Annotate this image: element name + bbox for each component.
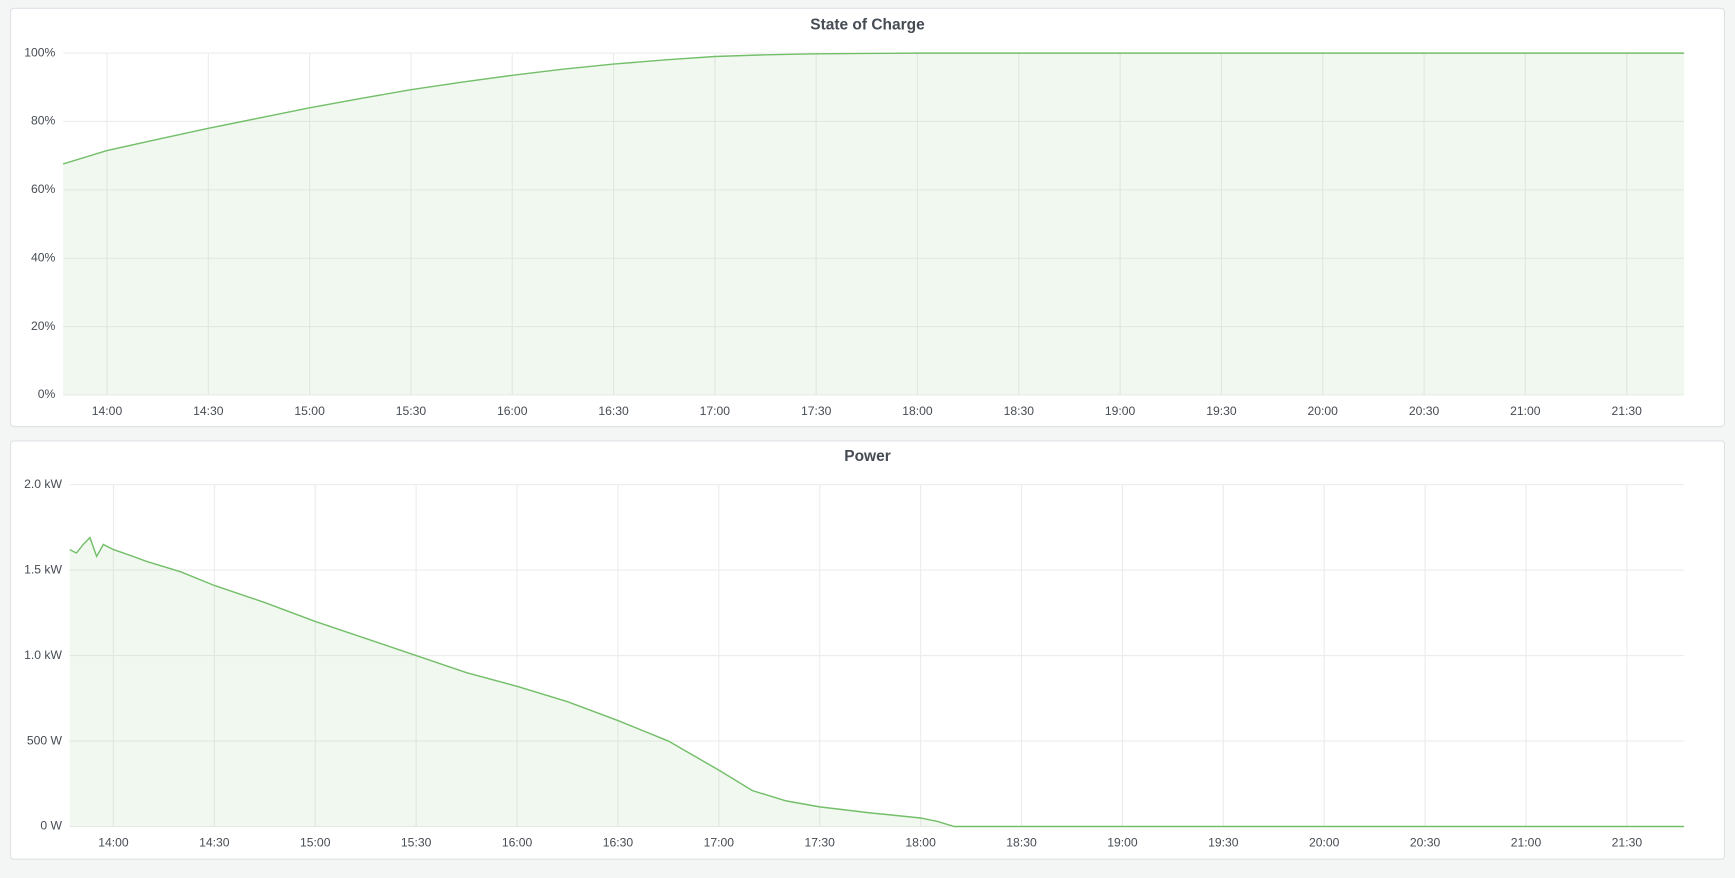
x-tick-label: 17:00 <box>700 404 731 418</box>
y-tick-label: 1.0 kW <box>24 648 62 662</box>
area <box>69 537 1685 827</box>
panel <box>9 7 1726 428</box>
x-tick-label: 20:30 <box>1410 835 1441 849</box>
x-tick-label: 14:30 <box>193 404 224 418</box>
y-tick-label: 80% <box>31 114 56 128</box>
area <box>63 53 1685 396</box>
x-tick-label: 20:00 <box>1308 404 1339 418</box>
y-tick-label: 500 W <box>27 733 63 747</box>
x-tick-label: 16:30 <box>603 835 634 849</box>
x-tick-label: 19:30 <box>1208 835 1239 849</box>
x-tick-label: 20:30 <box>1409 404 1440 418</box>
x-tick-label: 16:30 <box>598 404 629 418</box>
x-tick-label: 19:00 <box>1107 835 1138 849</box>
x-tick-label: 14:00 <box>92 404 123 418</box>
x-tick-label: 15:30 <box>396 404 427 418</box>
x-tick-label: 21:00 <box>1510 404 1541 418</box>
x-tick-label: 19:00 <box>1105 404 1136 418</box>
y-tick-label: 2.0 kW <box>24 477 62 491</box>
chart-title: State of Charge <box>810 17 925 34</box>
x-tick-label: 15:00 <box>294 404 325 418</box>
x-tick-label: 16:00 <box>497 404 528 418</box>
x-tick-label: 14:00 <box>98 835 129 849</box>
y-tick-label: 60% <box>31 182 56 196</box>
x-tick-label: 14:30 <box>199 835 230 849</box>
y-tick-label: 40% <box>31 250 56 264</box>
x-tick-label: 21:30 <box>1612 835 1643 849</box>
chart-title: Power <box>844 448 890 465</box>
x-tick-label: 18:30 <box>1006 835 1037 849</box>
x-tick-label: 19:30 <box>1206 404 1237 418</box>
y-tick-label: 100% <box>24 45 55 59</box>
y-tick-label: 20% <box>31 319 56 333</box>
x-tick-label: 15:30 <box>401 835 432 849</box>
x-tick-label: 20:00 <box>1309 835 1340 849</box>
y-tick-label: 1.5 kW <box>24 562 62 576</box>
panel <box>9 440 1726 860</box>
x-tick-label: 17:30 <box>805 835 836 849</box>
x-tick-label: 17:00 <box>704 835 735 849</box>
x-tick-label: 15:00 <box>300 835 331 849</box>
x-tick-label: 21:30 <box>1611 404 1642 418</box>
x-tick-label: 21:00 <box>1511 835 1542 849</box>
line <box>62 52 1685 165</box>
x-tick-label: 16:00 <box>502 835 533 849</box>
y-tick-label: 0 W <box>40 819 62 833</box>
x-tick-label: 17:30 <box>801 404 832 418</box>
x-tick-label: 18:30 <box>1004 404 1035 418</box>
line <box>69 536 1685 828</box>
x-tick-label: 18:00 <box>905 835 936 849</box>
x-tick-label: 18:00 <box>902 404 933 418</box>
y-tick-label: 0% <box>38 387 56 401</box>
